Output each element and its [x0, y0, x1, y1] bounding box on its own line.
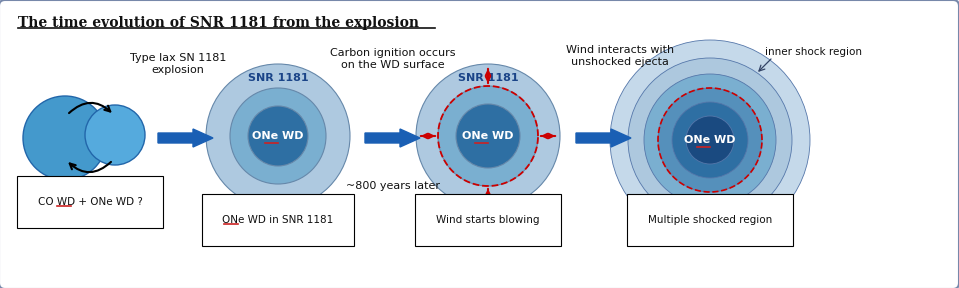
Text: SNR 1181: SNR 1181 — [457, 73, 518, 83]
Circle shape — [628, 58, 792, 222]
Circle shape — [206, 64, 350, 208]
FancyArrow shape — [365, 129, 420, 147]
Circle shape — [230, 88, 326, 184]
Text: SNR 1181: SNR 1181 — [738, 215, 789, 225]
Circle shape — [610, 40, 810, 240]
FancyArrow shape — [158, 129, 213, 147]
Text: CO WD + ONe WD ?: CO WD + ONe WD ? — [37, 197, 143, 207]
Circle shape — [686, 116, 734, 164]
Circle shape — [23, 96, 107, 180]
Text: Multiple shocked region: Multiple shocked region — [648, 215, 772, 225]
Circle shape — [416, 64, 560, 208]
Text: unshocked ejecta: unshocked ejecta — [571, 57, 669, 67]
Text: Carbon ignition occurs: Carbon ignition occurs — [330, 48, 456, 58]
Circle shape — [85, 105, 145, 165]
Text: inner shock region: inner shock region — [765, 47, 862, 57]
Text: Wind starts blowing: Wind starts blowing — [436, 215, 540, 225]
Text: on the WD surface: on the WD surface — [341, 60, 445, 70]
Text: Wind interacts with: Wind interacts with — [566, 45, 674, 55]
Text: SNR 1181: SNR 1181 — [247, 73, 308, 83]
Text: explosion: explosion — [152, 65, 204, 75]
Circle shape — [658, 88, 762, 192]
Circle shape — [248, 106, 308, 166]
Text: ~800 years later: ~800 years later — [346, 181, 440, 191]
Text: The time evolution of SNR 1181 from the explosion: The time evolution of SNR 1181 from the … — [18, 16, 419, 30]
Circle shape — [644, 74, 776, 206]
Text: ONe WD: ONe WD — [685, 135, 736, 145]
Text: ONe WD: ONe WD — [252, 131, 304, 141]
Text: ONe WD: ONe WD — [462, 131, 514, 141]
Circle shape — [438, 86, 538, 186]
Text: Type Iax SN 1181: Type Iax SN 1181 — [129, 53, 226, 63]
FancyArrow shape — [576, 129, 631, 147]
Text: ONe WD in SNR 1181: ONe WD in SNR 1181 — [222, 215, 334, 225]
Circle shape — [456, 104, 520, 168]
Circle shape — [672, 102, 748, 178]
